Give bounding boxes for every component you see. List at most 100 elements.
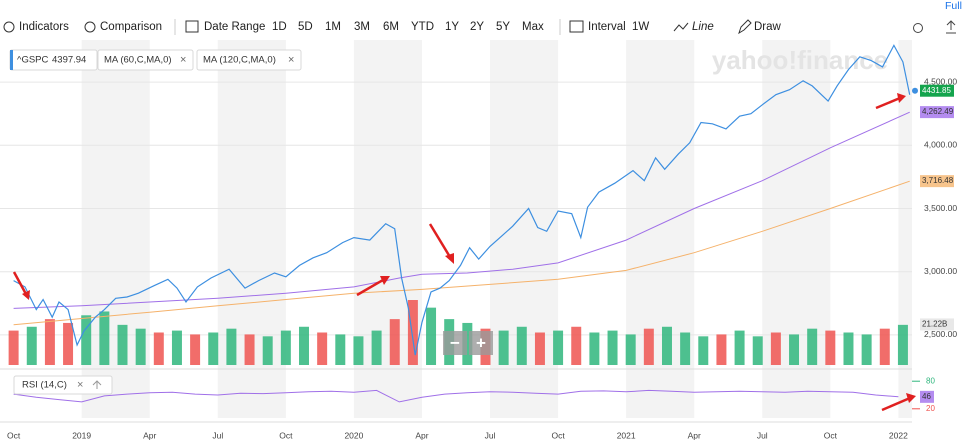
legend-label: MA (60,C,MA,0)	[104, 55, 172, 66]
interval-button[interactable]: Interval	[588, 21, 626, 33]
volume-bar	[317, 332, 328, 365]
rsi-level-label: 80	[926, 376, 935, 385]
legend-close[interactable]: ×	[180, 54, 186, 66]
range-button[interactable]: YTD	[411, 21, 434, 33]
volume-bar	[244, 334, 255, 365]
range-button[interactable]: 1M	[325, 21, 341, 33]
volume-bar	[498, 330, 509, 365]
volume-bar	[8, 330, 19, 365]
watermark: yahoo!finance	[712, 45, 888, 75]
x-tick-label: Jul	[757, 430, 768, 440]
range-button[interactable]: Max	[522, 21, 544, 33]
price-tag-label: 4431.85	[922, 86, 951, 95]
indicators-button[interactable]: Indicators	[19, 21, 69, 33]
volume-bar	[208, 332, 219, 365]
price-tag	[920, 318, 954, 331]
price-tag	[920, 106, 954, 119]
arrow	[12, 271, 29, 297]
volume-bar	[26, 326, 37, 365]
zoom-button[interactable]	[443, 331, 467, 355]
volume-bar	[63, 322, 74, 365]
plot: Oct 2019 Apr Jul Oct 2020 Apr Jul Oct 2021 Apr Jul O…	[0, 40, 957, 440]
range-button[interactable]: 5D	[298, 21, 313, 33]
rsi-line	[13, 389, 899, 403]
volume-bar	[389, 319, 400, 365]
rsi-chip	[13, 375, 113, 395]
range-button[interactable]: 3M	[354, 21, 370, 33]
x-tick-label: 2021	[617, 430, 636, 440]
price-tag-label: 21.22B	[922, 320, 947, 329]
date-range-button[interactable]: Date Range	[204, 21, 265, 33]
price-tag-label: 4,262.49	[922, 107, 954, 116]
arrow	[356, 278, 384, 297]
arrow-head	[897, 93, 906, 103]
line-button[interactable]: Line	[692, 21, 714, 33]
volume-bar	[353, 336, 364, 365]
volume-bar	[171, 330, 182, 365]
zoom-button[interactable]	[469, 331, 493, 355]
volume-bar	[190, 334, 201, 365]
x-tick-label: 2022	[889, 430, 908, 440]
rsi-level-label: 20	[926, 404, 935, 413]
x-tick-label: Oct	[824, 430, 838, 440]
y-tick-label: 4,000.00	[924, 140, 957, 150]
rsi-chip-up[interactable]	[92, 380, 102, 389]
settings-icon[interactable]	[913, 23, 923, 33]
volume-bar	[789, 334, 800, 365]
zoom-label: +	[476, 333, 486, 352]
volume-bar	[553, 330, 564, 365]
arrow	[428, 223, 452, 258]
series-line	[13, 111, 910, 309]
draw-button[interactable]: Draw	[754, 21, 782, 33]
range-button[interactable]: 6M	[383, 21, 399, 33]
legend-symbol: ^GSPC	[17, 55, 49, 66]
x-tick-label: Oct	[279, 430, 293, 440]
volume-bar	[807, 328, 818, 365]
volume-bar	[843, 332, 854, 365]
volume-bar	[426, 307, 437, 365]
comparison-button[interactable]: Comparison	[100, 21, 162, 33]
comparison-icon	[84, 21, 96, 33]
y-tick-label: 4,500.00	[924, 76, 957, 86]
price-tag	[920, 175, 954, 188]
volume-bar	[371, 330, 382, 365]
volume-bar	[752, 336, 763, 365]
x-tick-label: Apr	[143, 430, 156, 440]
line-icon	[673, 22, 689, 32]
range-buttons: 1D 5D 1M 3M 6M YTD 1Y 2Y 5Y Max	[272, 21, 544, 33]
range-button[interactable]: 1Y	[445, 21, 459, 33]
volume-bar	[879, 328, 890, 365]
rsi-chip-close[interactable]: ×	[77, 379, 83, 391]
rsi-chip-label: RSI (14,C)	[22, 380, 67, 391]
arrow-head	[380, 276, 390, 285]
y-tick-label: 3,000.00	[924, 266, 957, 276]
volume-bar	[99, 311, 110, 365]
legend-chip[interactable]	[196, 49, 302, 71]
volume-bar	[407, 300, 418, 365]
range-button[interactable]: 1D	[272, 21, 287, 33]
range-button[interactable]: 5Y	[496, 21, 510, 33]
full-button[interactable]: Full	[945, 0, 962, 12]
interval-value[interactable]: 1W	[632, 21, 649, 33]
volume-bar	[716, 334, 727, 365]
x-tick-label: Apr	[688, 430, 701, 440]
legend-chip-accent	[10, 50, 13, 70]
legend-close[interactable]: ×	[288, 54, 294, 66]
volume-bar	[734, 330, 745, 365]
legend-chip[interactable]	[97, 49, 194, 71]
y-tick-label: 2,500.00	[924, 329, 957, 339]
toolbar: Indicators Comparison Date Range 1D 5D 1M 3…	[3, 0, 962, 35]
volume-bar	[44, 319, 55, 365]
volume-bar	[81, 315, 92, 365]
volume-bar	[897, 324, 908, 365]
legend-last-value: 4397.94	[52, 55, 86, 66]
volume-bar	[335, 334, 346, 365]
range-button[interactable]: 2Y	[470, 21, 484, 33]
volume-bar	[262, 336, 273, 365]
draw-icon	[738, 19, 752, 35]
time-band	[898, 40, 912, 418]
share-icon[interactable]	[946, 20, 956, 34]
arrow-head	[445, 253, 454, 264]
volume-bar	[571, 326, 582, 365]
x-tick-label: Oct	[551, 430, 565, 440]
